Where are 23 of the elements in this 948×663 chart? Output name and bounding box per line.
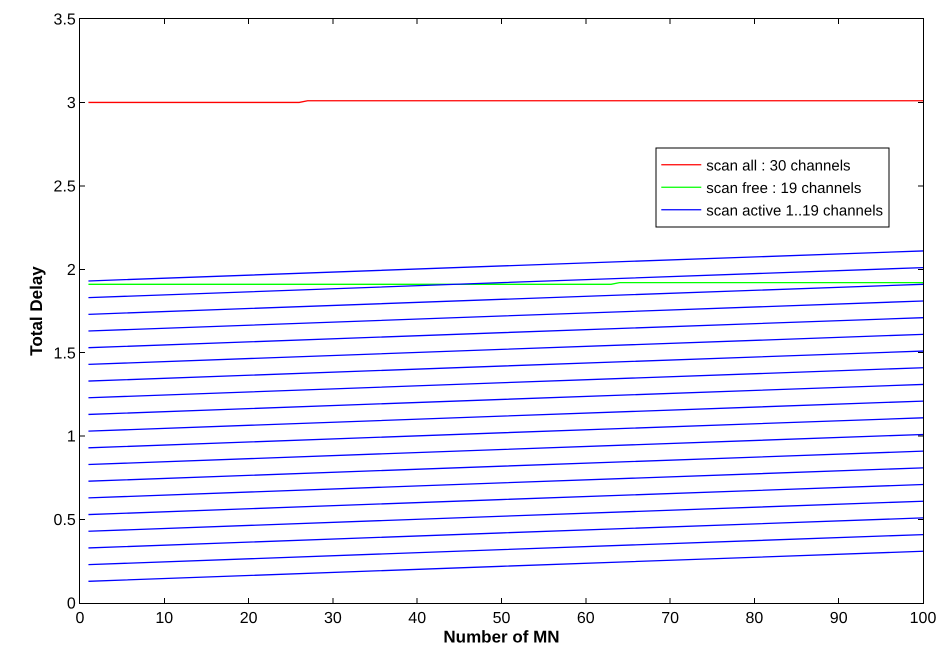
x-tick-label: 40 (408, 610, 426, 628)
y-axis-title: Total Delay (27, 266, 46, 356)
x-tick-label: 90 (830, 610, 848, 628)
x-tick-label: 100 (910, 610, 936, 628)
y-tick-label: 2 (66, 262, 76, 279)
y-tick-label: 0.5 (54, 512, 76, 530)
legend-label: scan free : 19 channels (706, 180, 862, 198)
x-tick-label: 30 (324, 610, 342, 628)
y-tick-label: 1.5 (54, 345, 76, 362)
x-tick-label: 50 (492, 610, 510, 628)
x-tick-label: 10 (155, 610, 174, 628)
y-tick-label: 2.5 (54, 178, 76, 196)
x-tick-label: 20 (240, 610, 258, 628)
y-tick-label: 0 (66, 596, 76, 613)
legend-label: scan all : 30 channels (706, 158, 851, 175)
y-tick-label: 3 (66, 95, 76, 112)
y-tick-label: 3.5 (54, 12, 76, 29)
x-tick-label: 60 (576, 610, 595, 628)
x-axis-title: Number of MN (443, 628, 560, 647)
y-tick-label: 1 (66, 428, 76, 446)
x-tick-label: 70 (661, 610, 680, 628)
legend-label: scan active 1..19 channels (706, 202, 884, 220)
x-tick-label: 80 (746, 610, 764, 628)
